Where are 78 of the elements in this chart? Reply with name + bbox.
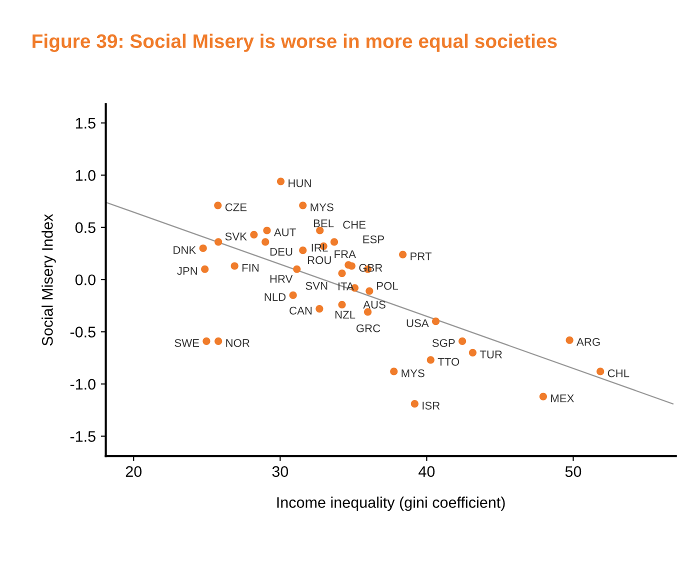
annotation: SVK (225, 232, 247, 240)
annotation: CHE (343, 220, 366, 229)
point (262, 238, 270, 246)
annotation: SVN (306, 282, 328, 290)
point (338, 270, 346, 278)
annotation: SWE (174, 339, 200, 347)
point (299, 246, 307, 254)
point (263, 226, 271, 234)
annotation: JPN (177, 267, 197, 275)
point (366, 287, 374, 295)
y-tick-label: -1.0 (70, 378, 96, 390)
point (410, 400, 418, 408)
annotation: USA (406, 319, 429, 328)
point (596, 368, 604, 376)
point (201, 265, 209, 273)
point (432, 318, 440, 326)
annotation: ESP (363, 235, 384, 244)
annotation: NZL (335, 310, 356, 319)
point (468, 348, 477, 356)
annotation: PRT (410, 252, 432, 260)
annotation: CAN (290, 306, 312, 315)
x-axis-title: Income inequality (gini coefficient) (277, 496, 505, 511)
annotation: MEX (551, 394, 574, 402)
y-tick-label: 0.5 (75, 222, 96, 234)
y-tick-label: 0.0 (75, 274, 96, 286)
point (276, 178, 285, 186)
annotation: POL (377, 282, 398, 290)
annotation: MYS (310, 203, 334, 212)
annotation: NOR (226, 339, 250, 347)
y-tick-label: -0.5 (70, 326, 96, 338)
x-tick-label: 40 (418, 466, 435, 477)
point (566, 336, 574, 344)
annotation: FRA (334, 250, 356, 258)
point (199, 244, 207, 252)
x-tick-label: 30 (272, 466, 288, 477)
annotation: ARG (576, 338, 600, 346)
chart-title: Figure 39: Social Misery is worse in more equal societies (32, 34, 557, 52)
point (214, 202, 222, 210)
point (214, 238, 222, 246)
x-tick-label: 50 (565, 466, 582, 477)
annotation: SGP (432, 339, 455, 347)
annotation: BEL (314, 220, 334, 228)
annotation: GRC (356, 324, 380, 332)
point (330, 238, 338, 246)
point (338, 300, 346, 308)
point (539, 392, 548, 400)
point (426, 356, 434, 364)
annotation: ROU (308, 256, 331, 264)
annotation: DNK (174, 246, 196, 254)
annotation: CZE (225, 203, 247, 212)
annotation: CHL (608, 369, 630, 378)
point (250, 230, 258, 238)
annotation: DEU (270, 248, 292, 256)
y-axis-title: Social Misery Index (42, 214, 56, 346)
point (293, 265, 301, 273)
y-tick-label: -1.5 (70, 431, 96, 442)
x-tick-label: 20 (126, 466, 142, 477)
annotation: MYS (402, 369, 424, 378)
annotation: HUN (288, 179, 311, 188)
annotation: AUT (274, 228, 296, 236)
point (202, 337, 210, 345)
point (316, 305, 324, 313)
annotation: HRV (270, 275, 293, 283)
y-tick-label: 1.5 (76, 118, 96, 129)
annotation: ISR (422, 402, 440, 410)
annotation: NLD (264, 293, 286, 301)
point (390, 368, 398, 376)
point (399, 250, 407, 258)
point (299, 202, 307, 210)
point (214, 337, 222, 345)
annotation: TUR (480, 350, 502, 358)
point (289, 291, 297, 300)
y-tick-label: 1.0 (76, 170, 96, 181)
annotation: FIN (242, 264, 259, 272)
point (458, 337, 466, 345)
annotation: AUS (363, 300, 386, 309)
annotation: TTO (438, 358, 460, 366)
point (230, 262, 238, 270)
